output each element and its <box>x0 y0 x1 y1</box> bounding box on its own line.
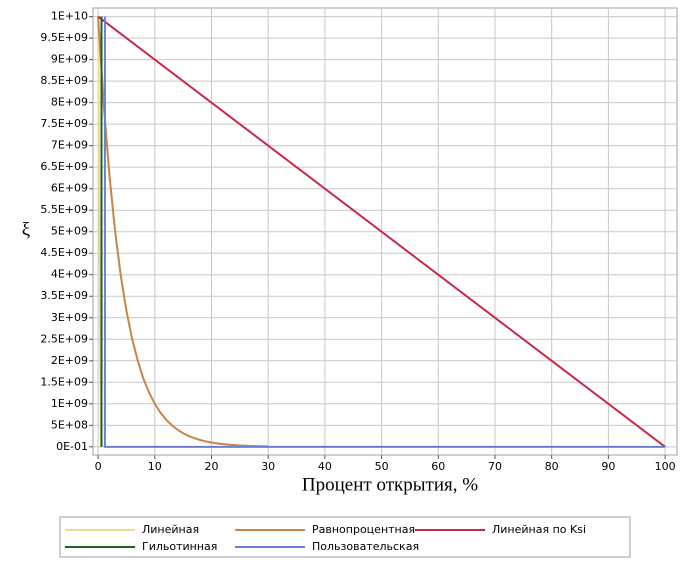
series-lines <box>97 15 666 448</box>
legend-label: Равнопроцентная <box>312 523 415 536</box>
x-tick-label: 80 <box>545 460 559 473</box>
x-tick-label: 90 <box>601 460 615 473</box>
y-tick-label: 7E+09 <box>51 139 88 152</box>
y-tick-label: 4E+09 <box>51 268 88 281</box>
y-tick-label: 0E-01 <box>56 440 88 453</box>
series-line <box>103 16 666 448</box>
y-tick-label: 2.5E+09 <box>40 332 88 345</box>
x-tick-label: 70 <box>488 460 502 473</box>
legend-label: Линейная <box>142 523 199 536</box>
x-tick-label: 20 <box>205 460 219 473</box>
x-tick-label: 0 <box>95 460 102 473</box>
y-tick-label: 1E+09 <box>51 397 88 410</box>
y-tick-label: 3E+09 <box>51 311 88 324</box>
y-tick-label: 8E+09 <box>51 96 88 109</box>
legend-label: Гильотинная <box>142 540 217 553</box>
legend-label: Пользовательская <box>312 540 419 553</box>
y-tick-label: 6E+09 <box>51 182 88 195</box>
y-tick-label: 3.5E+09 <box>40 289 88 302</box>
x-tick-label: 60 <box>431 460 445 473</box>
y-axis-label: ξ <box>22 219 31 240</box>
y-tick-label: 7.5E+09 <box>40 117 88 130</box>
y-tick-label: 4.5E+09 <box>40 246 88 259</box>
y-tick-label: 8.5E+09 <box>40 74 88 87</box>
legend-box <box>59 516 631 558</box>
y-tick-label: 9E+09 <box>51 53 88 66</box>
y-tick-label: 5E+08 <box>51 418 88 431</box>
x-tick-label: 100 <box>655 460 676 473</box>
y-tick-label: 5.5E+09 <box>40 203 88 216</box>
y-tick-label: 2E+09 <box>51 354 88 367</box>
series-line <box>97 15 666 448</box>
legend-label: Линейная по Ksi <box>492 523 586 536</box>
y-tick-label: 6.5E+09 <box>40 160 88 173</box>
x-tick-label: 40 <box>318 460 332 473</box>
x-axis-label: Процент открытия, % <box>302 474 478 495</box>
y-tick-label: 9.5E+09 <box>40 31 88 44</box>
series-line <box>97 16 269 448</box>
x-tick-label: 50 <box>375 460 389 473</box>
y-tick-label: 5E+09 <box>51 225 88 238</box>
x-tick-label: 30 <box>261 460 275 473</box>
y-tick-label: 1.5E+09 <box>40 375 88 388</box>
x-tick-label: 10 <box>148 460 162 473</box>
series-line <box>97 16 102 447</box>
y-tick-label: 1E+10 <box>51 10 88 23</box>
